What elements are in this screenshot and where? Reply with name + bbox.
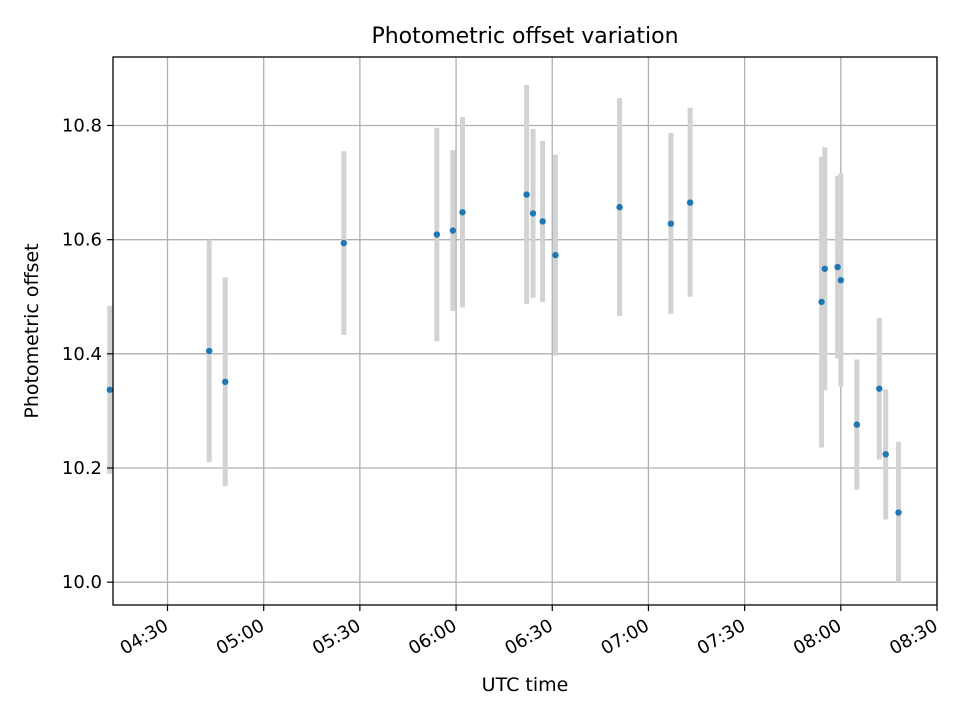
data-point (222, 378, 229, 386)
data-point (821, 265, 828, 272)
y-tick-label: 10.6 (62, 230, 102, 251)
data-point (616, 203, 623, 211)
y-axis-title: Photometric offset (21, 243, 43, 418)
data-point (882, 451, 889, 458)
y-tick-label: 10.8 (62, 116, 102, 137)
data-point (834, 263, 841, 271)
data-point (876, 385, 883, 392)
data-point (895, 509, 902, 516)
plot-frame (112, 56, 938, 606)
y-axis-ticks: 10.0 10.2 10.4 10.6 10.8 (62, 116, 113, 593)
chart-title: Photometric offset variation (371, 24, 678, 49)
data-point (853, 421, 861, 428)
data-point (433, 231, 441, 238)
x-axis-title: UTC time (482, 674, 569, 696)
y-tick-label: 10.2 (62, 458, 102, 479)
data-point (818, 298, 825, 306)
y-tick-label: 10.4 (62, 344, 102, 365)
data-point (523, 191, 530, 198)
data-point (106, 386, 113, 393)
data-point (539, 218, 546, 225)
data-points (106, 191, 902, 516)
data-point (552, 251, 559, 259)
data-point (340, 239, 348, 247)
data-point (837, 276, 845, 284)
data-point (205, 347, 213, 355)
y-tick-label: 10.0 (62, 572, 102, 593)
data-point (459, 209, 466, 216)
data-point (667, 220, 675, 227)
data-point (449, 227, 457, 234)
data-point (686, 199, 694, 206)
data-point (529, 210, 537, 217)
